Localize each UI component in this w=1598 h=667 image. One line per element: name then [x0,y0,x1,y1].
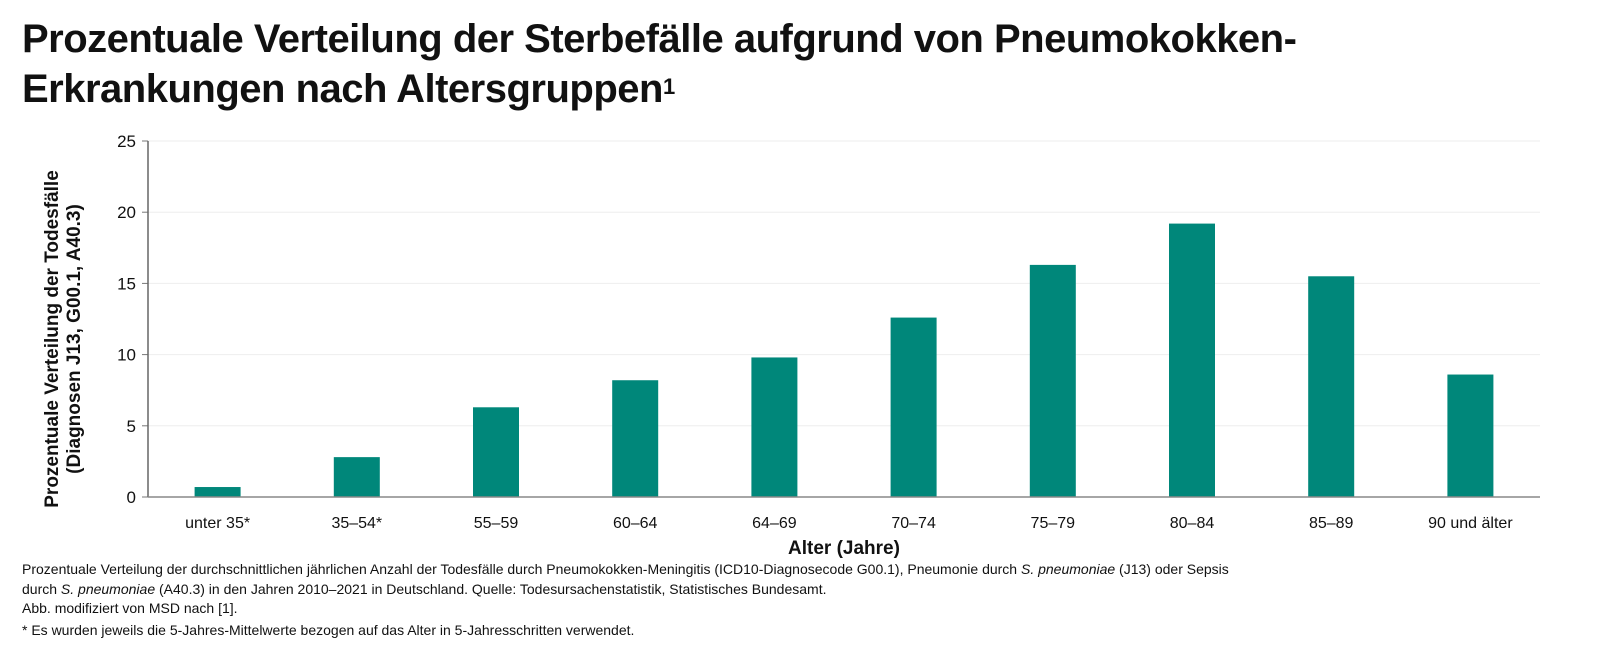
y-tick-label: 25 [117,132,136,151]
footnote: Prozentuale Verteilung der durchschnittl… [22,560,1582,640]
footnote-source: Abb. modifiziert von MSD nach [1]. [22,600,238,616]
x-tick-label: 55–59 [474,515,519,532]
y-tick-label: 10 [117,346,136,365]
bar-80–84 [1169,223,1215,497]
chart-title: Prozentuale Verteilung der Sterbefälle a… [22,17,1297,111]
x-tick-label: 64–69 [752,515,797,532]
bar-75–79 [1029,264,1076,497]
bar-35–54* [333,457,380,497]
y-tick-label: 0 [127,488,136,507]
x-tick-label: 75–79 [1031,515,1076,532]
x-tick-label: 80–84 [1170,515,1215,532]
x-axis-label: Alter (Jahre) [788,538,900,559]
x-tick-label: 90 und älter [1428,515,1513,532]
bar-60–64 [612,380,659,497]
x-tick-label: 35–54* [331,515,382,532]
bar-85–89 [1308,276,1355,497]
bar-64–69 [751,357,798,497]
bar-70–74 [890,317,937,497]
bar-90 und älter [1447,374,1494,497]
x-tick-label: 70–74 [891,515,936,532]
x-tick-label: 85–89 [1309,515,1354,532]
y-axis-label: Prozentuale Verteilung der Todesfälle(Di… [42,170,85,508]
x-tick-label: unter 35* [185,515,250,532]
footnote-asterisk: * Es wurden jeweils die 5-Jahres-Mittelw… [22,621,635,638]
bar-55–59 [473,407,519,497]
bar-unter 35* [194,487,241,497]
footnote-line-1: Prozentuale Verteilung der durchschnittl… [22,561,1229,597]
y-tick-label: 15 [117,274,136,293]
y-tick-label: 20 [117,203,136,222]
y-tick-label: 5 [127,417,136,436]
bar-chart: 0 5 10 15 20 25 unter 35* 35–54* 55–59 60–64 64–69… [42,132,1540,559]
x-tick-label: 60–64 [613,515,658,532]
